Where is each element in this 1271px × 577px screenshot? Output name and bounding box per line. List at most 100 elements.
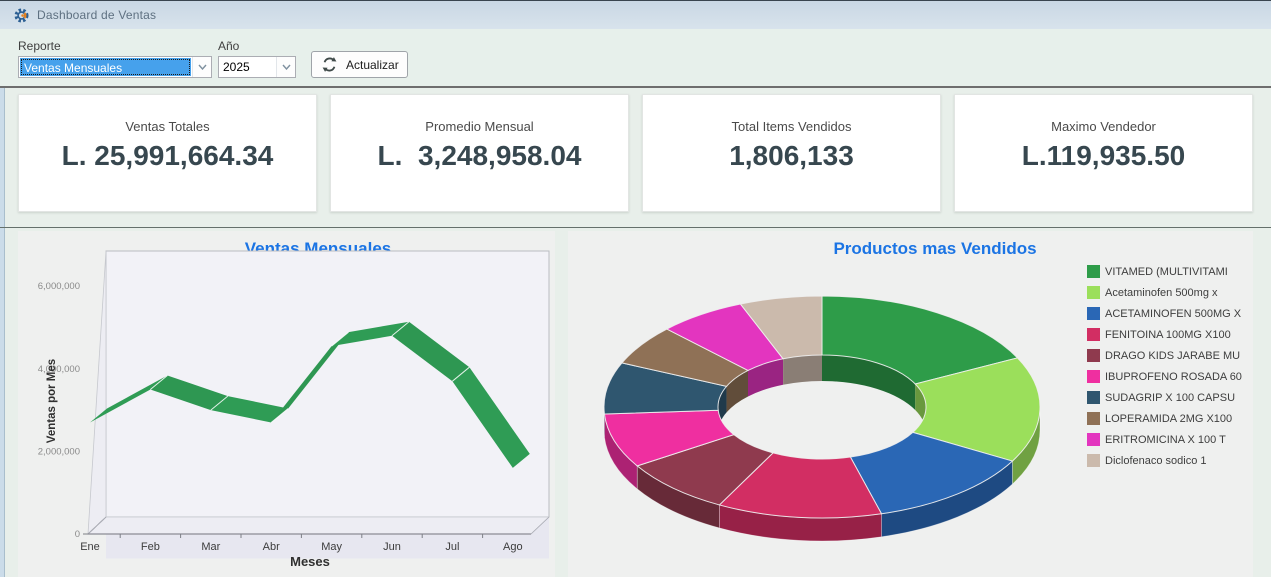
charts-divider [0, 227, 1271, 228]
x-axis-title: Meses [290, 554, 330, 569]
kpi-value: L. 25,991,664.34 [61, 140, 274, 171]
title-bar[interactable]: Dashboard de Ventas [0, 0, 1271, 29]
donut-inner-wall [748, 358, 784, 397]
ribbon-joint [391, 321, 410, 337]
kpi-label: Ventas Totales [125, 119, 210, 134]
kpi-label: Total Items Vendidos [731, 119, 852, 134]
kpi-value: L. 3,248,958.04 [377, 140, 582, 171]
ribbon-segment [210, 396, 289, 423]
kpi-label: Maximo Vendedor [1051, 119, 1156, 134]
legend-swatch [1087, 433, 1100, 446]
legend-item: IBUPROFENO ROSADA 60 [1087, 366, 1242, 387]
window-title: Dashboard de Ventas [37, 8, 157, 22]
legend-swatch [1087, 286, 1100, 299]
monthly-sales-chart-panel: Ventas Mensuales 0 2,000,000 4,000,000 6,00… [18, 231, 555, 577]
legend-label: FENITOINA 100MG X100 [1105, 328, 1231, 341]
x-tick-label: Feb [141, 541, 160, 553]
legend-label: DRAGO KIDS JARABE MU [1105, 349, 1241, 362]
ribbon-segment [331, 321, 409, 347]
legend-item: FENITOINA 100MG X100 [1087, 324, 1242, 345]
y-tick-label: 4,000,000 [38, 364, 80, 375]
legend-item: SUDAGRIP X 100 CAPSU [1087, 387, 1242, 408]
legend-item: VITAMED (MULTIVITAMI [1087, 261, 1242, 282]
kpi-card-ventas-totales: Ventas Totales L. 25,991,664.34 [18, 94, 317, 212]
legend-item: Acetaminofen 500mg x [1087, 282, 1242, 303]
top-products-chart-title: Productos mas Vendidos [833, 239, 1037, 258]
top-products-donut-svg [603, 295, 1041, 542]
x-tick-label: Jul [445, 541, 459, 553]
legend-item: DRAGO KIDS JARABE MU [1087, 345, 1242, 366]
legend-label: IBUPROFENO ROSADA 60 [1105, 370, 1242, 383]
x-tick-label: Abr [263, 541, 280, 553]
year-combobox-arrow[interactable] [276, 57, 295, 77]
kpi-cards-row: Ventas Totales L. 25,991,664.34 Promedio… [18, 94, 1253, 212]
kpi-value: 1,806,133 [729, 140, 854, 171]
ribbon-segment [90, 375, 168, 423]
legend-item: LOPERAMIDA 2MG X100 [1087, 408, 1242, 429]
kpi-card-promedio-mensual: Promedio Mensual L. 3,248,958.04 [330, 94, 629, 212]
legend-swatch [1087, 328, 1100, 341]
refresh-button[interactable]: Actualizar [311, 51, 408, 78]
ribbon-joint [270, 408, 289, 423]
report-combobox[interactable]: Ventas Mensuales [18, 56, 212, 78]
legend-item: ACETAMINOFEN 500MG X [1087, 303, 1242, 324]
report-combobox-arrow[interactable] [192, 57, 211, 77]
monthly-sales-chart-svg: 0 2,000,000 4,000,000 6,000,000 Ene Feb Mar Abr… [38, 250, 551, 569]
legend-label: LOPERAMIDA 2MG X100 [1105, 412, 1233, 425]
ribbon-joint [331, 331, 349, 347]
legend-swatch [1087, 391, 1100, 404]
legend-swatch [1087, 412, 1100, 425]
legend-swatch [1087, 265, 1100, 278]
donut-legend: VITAMED (MULTIVITAMI Acetaminofen 500mg x… [1087, 261, 1242, 471]
app-gear-icon [14, 8, 29, 23]
ribbon-segment [392, 321, 470, 382]
kpi-card-total-items: Total Items Vendidos 1,806,133 [642, 94, 941, 212]
ribbon-segment [150, 375, 228, 411]
legend-label: SUDAGRIP X 100 CAPSU [1105, 391, 1236, 404]
x-tick-label: Jun [383, 541, 401, 553]
legend-label: Acetaminofen 500mg x [1105, 286, 1218, 299]
year-label: Año [218, 39, 240, 53]
ribbon-segment [271, 332, 349, 423]
legend-label: ACETAMINOFEN 500MG X [1105, 307, 1242, 320]
donut-slice-10 [739, 295, 823, 360]
legend-item: Diclofenaco sodico 1 [1087, 450, 1242, 471]
refresh-icon [322, 57, 337, 72]
toolbar: Reporte Año Ventas Mensuales 2025 [0, 29, 1271, 88]
chevron-down-icon [281, 64, 291, 70]
refresh-button-label: Actualizar [346, 57, 399, 72]
legend-label: Diclofenaco sodico 1 [1105, 454, 1207, 467]
corner-diagonal [530, 516, 550, 535]
tick-diagonal [87, 516, 107, 535]
axis-floor [86, 516, 551, 535]
y-tick-label: 2,000,000 [38, 446, 80, 457]
kpi-card-maximo-vendedor: Maximo Vendedor L.119,935.50 [954, 94, 1253, 212]
legend-label: ERITROMICINA X 100 T [1105, 433, 1226, 446]
donut-inner-wall [726, 370, 748, 413]
ribbon-joint [210, 395, 229, 411]
x-tick-label: Ene [80, 541, 100, 553]
year-combobox[interactable]: 2025 [218, 56, 296, 78]
report-combobox-value: Ventas Mensuales [20, 58, 191, 76]
report-label: Reporte [18, 39, 61, 53]
kpi-value: L.119,935.50 [1021, 140, 1186, 171]
legend-swatch [1087, 307, 1100, 320]
donut-slice-1 [821, 295, 1019, 385]
legend-item: ERITROMICINA X 100 T [1087, 429, 1242, 450]
legend-swatch [1087, 454, 1100, 467]
ribbon-joint [150, 375, 168, 390]
window-left-border [0, 29, 5, 577]
legend-label: VITAMED (MULTIVITAMI [1105, 265, 1228, 278]
x-tick-label: Mar [201, 541, 220, 553]
donut-inner-wall [783, 355, 822, 385]
ribbon-joint [452, 366, 470, 382]
x-tick-label: May [321, 541, 342, 553]
axis-side-wall [87, 250, 107, 535]
legend-swatch [1087, 349, 1100, 362]
y-axis-title: Ventas por Mes [46, 359, 58, 443]
x-tick-label: Ago [503, 541, 523, 553]
top-products-chart-panel: Productos mas Vendidos VITAMED (MULTIVIT… [568, 231, 1253, 577]
kpi-label: Promedio Mensual [425, 119, 534, 134]
ribbon-segment [452, 367, 530, 468]
